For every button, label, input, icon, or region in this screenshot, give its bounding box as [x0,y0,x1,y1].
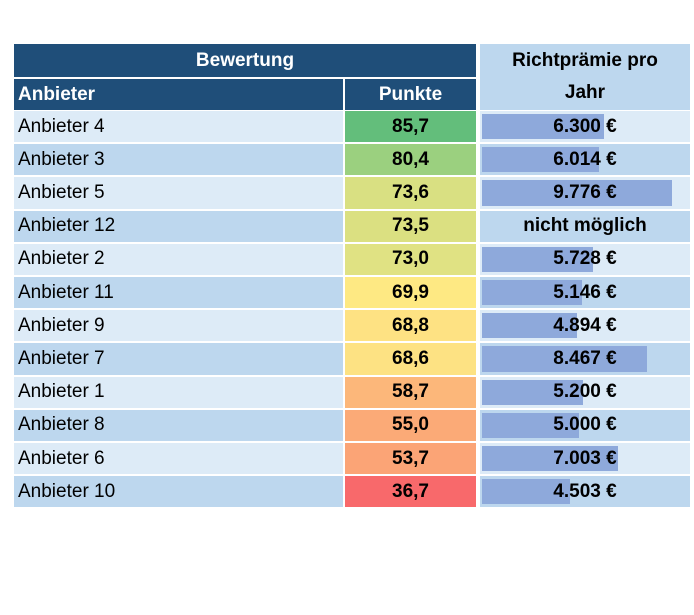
points-cell: 36,7 [345,476,476,508]
points-cell: 85,7 [345,111,476,143]
data-bar [482,180,672,206]
name-cell: Anbieter 9 [14,310,343,342]
name-cell: Anbieter 4 [14,111,343,143]
premium-label: 8.467 € [553,347,617,369]
premium-label: 4.894 € [553,314,617,336]
name-header: Anbieter [14,79,343,110]
points-cell: 73,6 [345,177,476,209]
premium-label: 4.503 € [553,480,617,502]
name-cell: Anbieter 11 [14,277,343,309]
premium-cell: 6.014 € [480,144,690,176]
premium-label: nicht möglich [523,215,647,237]
points-cell: 53,7 [345,443,476,475]
data-bar [482,379,584,405]
data-bar [482,412,580,438]
group-header: Bewertung [14,44,476,77]
premium-header: Richtprämie pro Jahr [480,44,690,110]
name-cell: Anbieter 8 [14,409,343,441]
points-cell: 68,6 [345,343,476,375]
points-cell: 73,0 [345,243,476,275]
premium-cell: 4.894 € [480,310,690,342]
points-cell: 68,8 [345,310,476,342]
name-cell: Anbieter 2 [14,243,343,275]
premium-cell: 5.728 € [480,243,690,275]
points-cell: 55,0 [345,409,476,441]
data-bar [482,280,582,306]
data-bar [482,114,605,140]
name-cell: Anbieter 3 [14,144,343,176]
premium-label: 5.728 € [553,248,617,270]
premium-label: 9.776 € [553,181,617,203]
premium-cell: nicht möglich [480,210,690,242]
premium-cell: 5.000 € [480,409,690,441]
premium-cell: 5.200 € [480,376,690,408]
data-bar [482,147,599,173]
premium-cell: 7.003 € [480,443,690,475]
premium-cell: 6.300 € [480,111,690,143]
premium-cell: 4.503 € [480,476,690,508]
points-cell: 58,7 [345,376,476,408]
premium-label: 6.014 € [553,148,617,170]
name-cell: Anbieter 7 [14,343,343,375]
premium-label: 7.003 € [553,447,617,469]
premium-cell: 8.467 € [480,343,690,375]
name-cell: Anbieter 1 [14,376,343,408]
points-cell: 73,5 [345,210,476,242]
points-cell: 80,4 [345,144,476,176]
data-bar [482,246,594,272]
name-cell: Anbieter 6 [14,443,343,475]
points-cell: 69,9 [345,277,476,309]
premium-label: 6.300 € [553,115,617,137]
premium-cell: 5.146 € [480,277,690,309]
data-bar [482,446,619,472]
data-bar [482,346,647,372]
premium-label: 5.200 € [553,381,617,403]
points-header: Punkte [345,79,476,110]
premium-label: 5.146 € [553,281,617,303]
data-bar [482,479,570,505]
data-bar [482,313,578,339]
premium-cell: 9.776 € [480,177,690,209]
name-cell: Anbieter 5 [14,177,343,209]
name-cell: Anbieter 12 [14,210,343,242]
name-cell: Anbieter 10 [14,476,343,508]
premium-label: 5.000 € [553,414,617,436]
